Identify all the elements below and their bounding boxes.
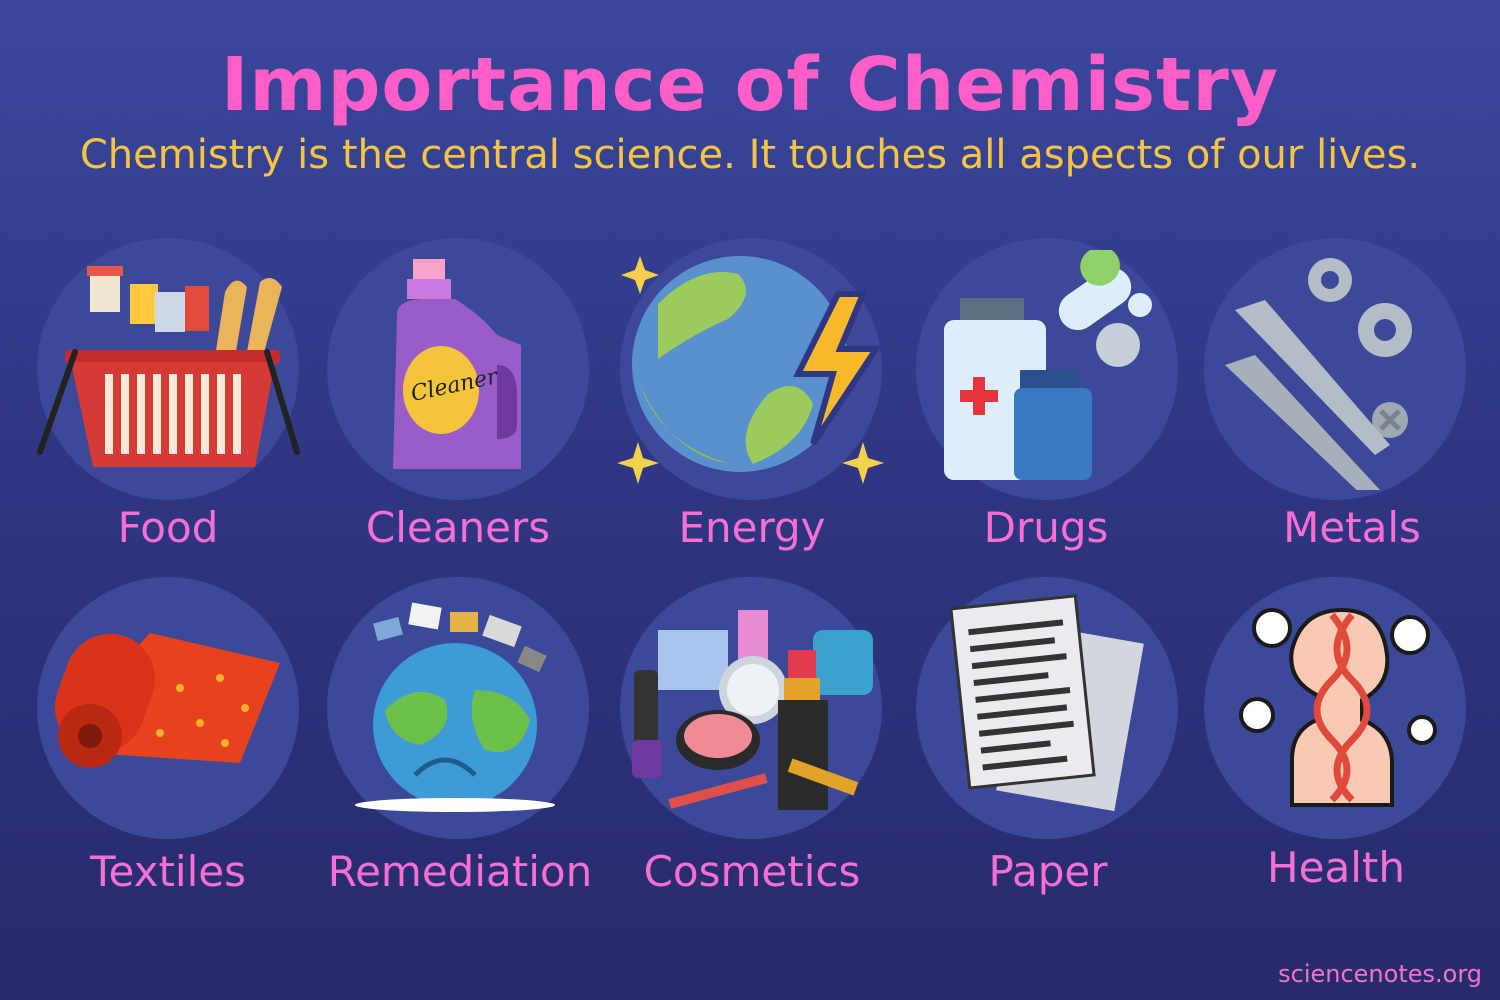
makeup-items-icon: [632, 610, 873, 810]
label-food: Food: [117, 503, 219, 552]
screws-gears-icon: [1225, 258, 1412, 490]
label-remediation: Remediation: [327, 847, 593, 896]
label-paper: Paper: [988, 847, 1108, 896]
human-dna-icon: [1239, 607, 1437, 807]
fabric-roll-icon: [54, 633, 280, 768]
grocery-basket-icon: [37, 266, 300, 467]
label-cosmetics: Cosmetics: [643, 847, 861, 896]
paper-sheets-icon: [950, 594, 1144, 812]
label-drugs: Drugs: [983, 503, 1109, 552]
medicine-bottles-icon: [944, 250, 1152, 480]
label-energy: Energy: [678, 503, 826, 552]
cleaner-bottle-icon: Cleaner: [393, 259, 521, 469]
label-health: Health: [1267, 843, 1405, 892]
page-subtitle: Chemistry is the central science. It tou…: [79, 132, 1421, 178]
label-metals: Metals: [1283, 503, 1421, 552]
page-title: Importance of Chemistry: [220, 42, 1280, 128]
polluted-earth-icon: [355, 602, 555, 812]
label-textiles: Textiles: [89, 847, 246, 896]
label-cleaners: Cleaners: [365, 503, 551, 552]
earth-lightning-icon: [618, 256, 884, 484]
footer-website: sciencenotes.org: [1278, 960, 1482, 988]
